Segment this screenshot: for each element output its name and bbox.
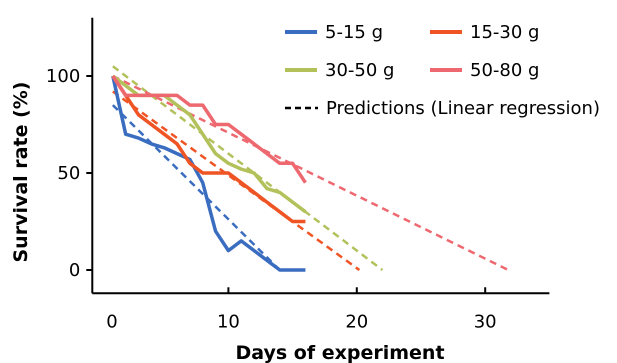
x-tick-label: 10: [217, 311, 240, 332]
legend-label-predictions: Predictions (Linear regression): [326, 98, 600, 119]
legend: 5-15 g 15-30 g 30-50 g 50-80 g Predictions (…: [285, 22, 600, 119]
x-tick-label: 20: [345, 311, 368, 332]
legend-label: 30-50 g: [325, 60, 394, 81]
legend-label: 50-80 g: [470, 60, 539, 81]
x-tick-label: 0: [106, 311, 117, 332]
y-tick-label: 0: [69, 260, 80, 281]
series-line-50-80g: [113, 76, 306, 183]
legend-label: 15-30 g: [470, 22, 539, 43]
legend-label: 5-15 g: [325, 22, 383, 43]
x-tick-label: 30: [474, 311, 497, 332]
y-tick-label: 100: [46, 66, 80, 87]
plot-area: [113, 66, 508, 270]
y-axis-label: Survival rate (%): [10, 82, 32, 263]
x-axis-label: Days of experiment: [235, 342, 444, 363]
y-tick-label: 50: [57, 163, 80, 184]
prediction-line-5-15g: [113, 105, 280, 270]
